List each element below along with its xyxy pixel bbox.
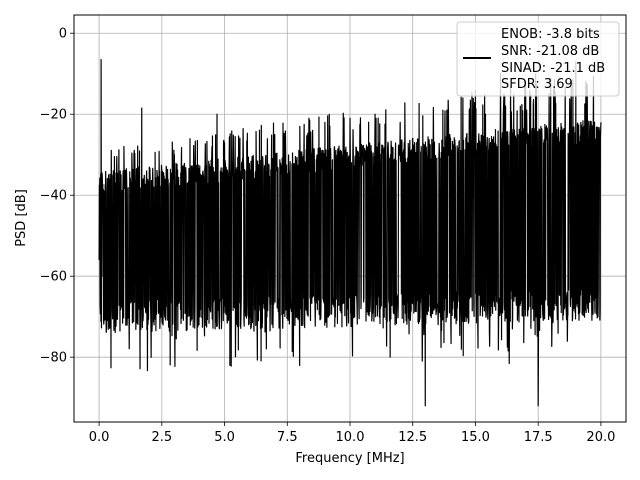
x-axis-label: Frequency [MHz] [295, 451, 404, 466]
x-tick-label: 12.5 [398, 430, 427, 445]
x-tick-label: 7.5 [277, 430, 298, 445]
y-tick-label: −20 [40, 108, 67, 123]
y-tick-label: 0 [59, 27, 67, 42]
x-tick-label: 17.5 [524, 430, 553, 445]
x-tick-label: 15.0 [461, 430, 490, 445]
x-tick-label: 5.0 [214, 430, 235, 445]
y-axis-label: PSD [dB] [14, 189, 29, 247]
psd-series-line [98, 58, 602, 407]
x-tick-label: 2.5 [151, 430, 172, 445]
y-axis-ticks: 0 −20 −40 −60 −80 [40, 27, 74, 366]
legend-entry-enob: ENOB: -3.8 bits [501, 27, 600, 42]
x-axis-ticks: 0.0 2.5 5.0 7.5 10.0 12.5 15.0 17.5 20.0 [89, 422, 615, 445]
legend-entry-sinad: SINAD: -21.1 dB [501, 61, 605, 76]
legend-entry-sfdr: SFDR: 3.69 [501, 77, 573, 92]
legend-entry-snr: SNR: -21.08 dB [501, 44, 599, 59]
y-tick-label: −40 [40, 189, 67, 204]
y-tick-label: −60 [40, 270, 67, 285]
x-tick-label: 20.0 [586, 430, 615, 445]
series-layer [98, 58, 602, 407]
x-tick-label: 0.0 [89, 430, 110, 445]
x-tick-label: 10.0 [336, 430, 365, 445]
legend: ENOB: -3.8 bits SNR: -21.08 dB SINAD: -2… [456, 21, 620, 97]
legend-box [456, 21, 620, 97]
y-tick-label: −80 [40, 351, 67, 366]
